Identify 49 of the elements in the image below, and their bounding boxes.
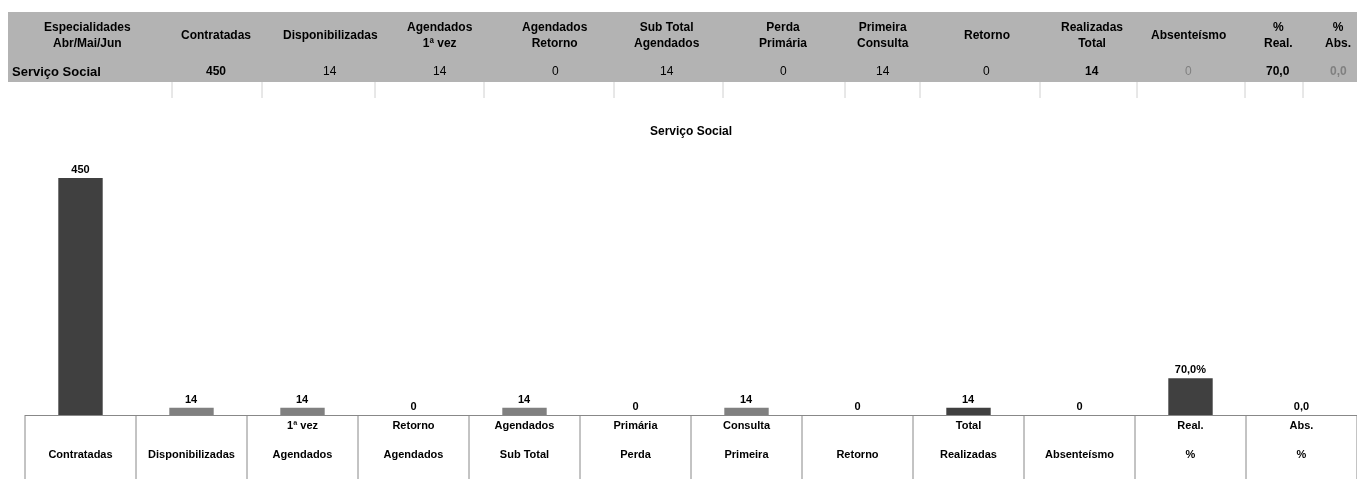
data-label: 0 (854, 400, 861, 412)
text: % Real. (1264, 20, 1293, 50)
text: 0 (552, 64, 559, 78)
data-label: 0 (410, 400, 417, 412)
text: Retorno (964, 28, 1010, 42)
text: Sub Total Agendados (634, 20, 700, 50)
text: Primeira Consulta (857, 20, 909, 50)
text: 0 (780, 64, 787, 78)
text: 14 (1085, 64, 1099, 78)
text: 14 (323, 64, 337, 78)
data-label: 450 (71, 162, 90, 175)
data-label: 0 (1076, 400, 1083, 412)
text: Absenteísmo (1151, 28, 1227, 42)
text: 70,0 (1266, 64, 1290, 78)
data-label: 0 (632, 400, 639, 412)
text: Agendados Retorno (522, 20, 588, 50)
text: Perda Primária (759, 20, 808, 50)
x-tick-label: Contratadas (48, 447, 113, 460)
text: Disponibilizadas (283, 28, 379, 42)
text: Agendados 1ª vez (407, 20, 473, 50)
data-label: 14 (517, 392, 532, 405)
data-label: 14 (295, 392, 310, 405)
data-label: 14 (961, 392, 976, 405)
text: Especialidades Abr/Mai/Jun (44, 20, 132, 50)
category-label: Retorno Agendados (383, 419, 444, 460)
category-label: Primária Perda (613, 419, 658, 460)
category-label: Agendados Sub Total (494, 419, 555, 460)
category-label: Consulta Primeira (722, 419, 771, 460)
data-label: 14 (184, 392, 199, 405)
x-tick-label: Absenteísmo (1044, 447, 1115, 460)
category-label: Real. % (1177, 419, 1204, 460)
chart-title: Serviço Social (650, 124, 733, 138)
data-label: 14 (739, 392, 754, 405)
text: Serviço Social (12, 64, 101, 79)
category-label: Total Realizadas (940, 419, 997, 460)
text: 14 (660, 64, 674, 78)
data-label: 70,0% (1174, 363, 1207, 376)
text: 450 (206, 64, 227, 78)
text: 0 (983, 64, 990, 78)
x-tick-label: Retorno (836, 447, 879, 460)
text: 14 (876, 64, 890, 78)
text: Contratadas (181, 28, 252, 42)
data-label: 0,0 (1293, 400, 1310, 412)
text: % Abs. (1325, 20, 1352, 50)
category-label: 1ª vez Agendados (272, 419, 333, 460)
category-label: Abs. % (1289, 419, 1314, 460)
text: Realizadas Total (1061, 20, 1124, 50)
text: 14 (433, 64, 447, 78)
x-tick-label: Disponibilizadas (148, 447, 235, 460)
